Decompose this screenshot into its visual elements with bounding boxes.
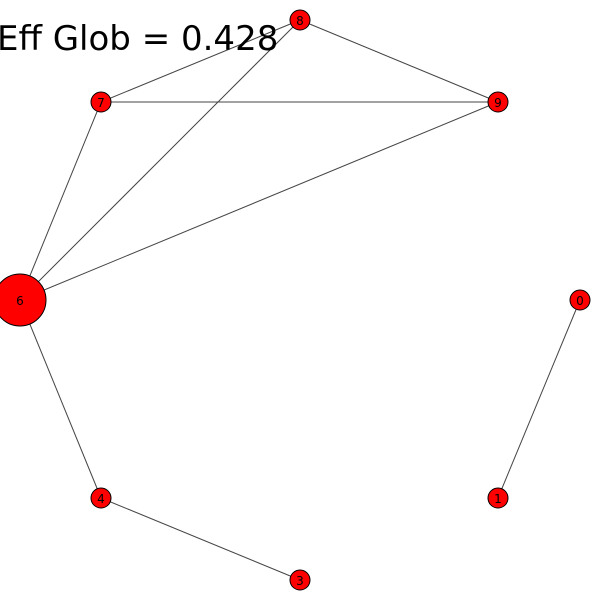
node-4: 4 — [90, 487, 112, 509]
node-8: 8 — [289, 9, 311, 31]
node-label-4: 4 — [97, 492, 105, 506]
edge-8-6 — [19, 19, 301, 301]
node-7: 7 — [90, 91, 112, 113]
node-label-0: 0 — [576, 294, 584, 308]
node-circle-3 — [289, 569, 311, 591]
edge-8-9 — [299, 19, 499, 103]
node-label-6: 6 — [16, 294, 24, 308]
node-0: 0 — [569, 289, 591, 311]
node-1: 1 — [487, 487, 509, 509]
edge-0-1 — [497, 299, 581, 499]
node-circle-8 — [289, 9, 311, 31]
node-label-7: 7 — [97, 96, 105, 110]
edges-layer — [19, 19, 581, 581]
node-circle-9 — [487, 91, 509, 113]
node-label-9: 9 — [494, 96, 502, 110]
node-label-1: 1 — [494, 492, 502, 506]
node-6: 6 — [0, 273, 47, 327]
edge-6-4 — [19, 299, 102, 499]
node-circle-4 — [90, 487, 112, 509]
edge-6-9 — [19, 101, 499, 301]
node-circle-1 — [487, 487, 509, 509]
nodes-layer: 0 1 3 4 6 7 8 9 — [0, 9, 591, 591]
node-9: 9 — [487, 91, 509, 113]
node-label-8: 8 — [296, 14, 304, 28]
edge-4-3 — [100, 497, 301, 581]
node-circle-7 — [90, 91, 112, 113]
edge-7-6 — [19, 101, 102, 301]
node-3: 3 — [289, 569, 311, 591]
node-circle-6 — [0, 273, 47, 327]
node-label-3: 3 — [296, 574, 304, 588]
graph-title: Eff Glob = 0.428 — [0, 19, 278, 59]
edge-8-7 — [100, 19, 301, 103]
node-circle-0 — [569, 289, 591, 311]
